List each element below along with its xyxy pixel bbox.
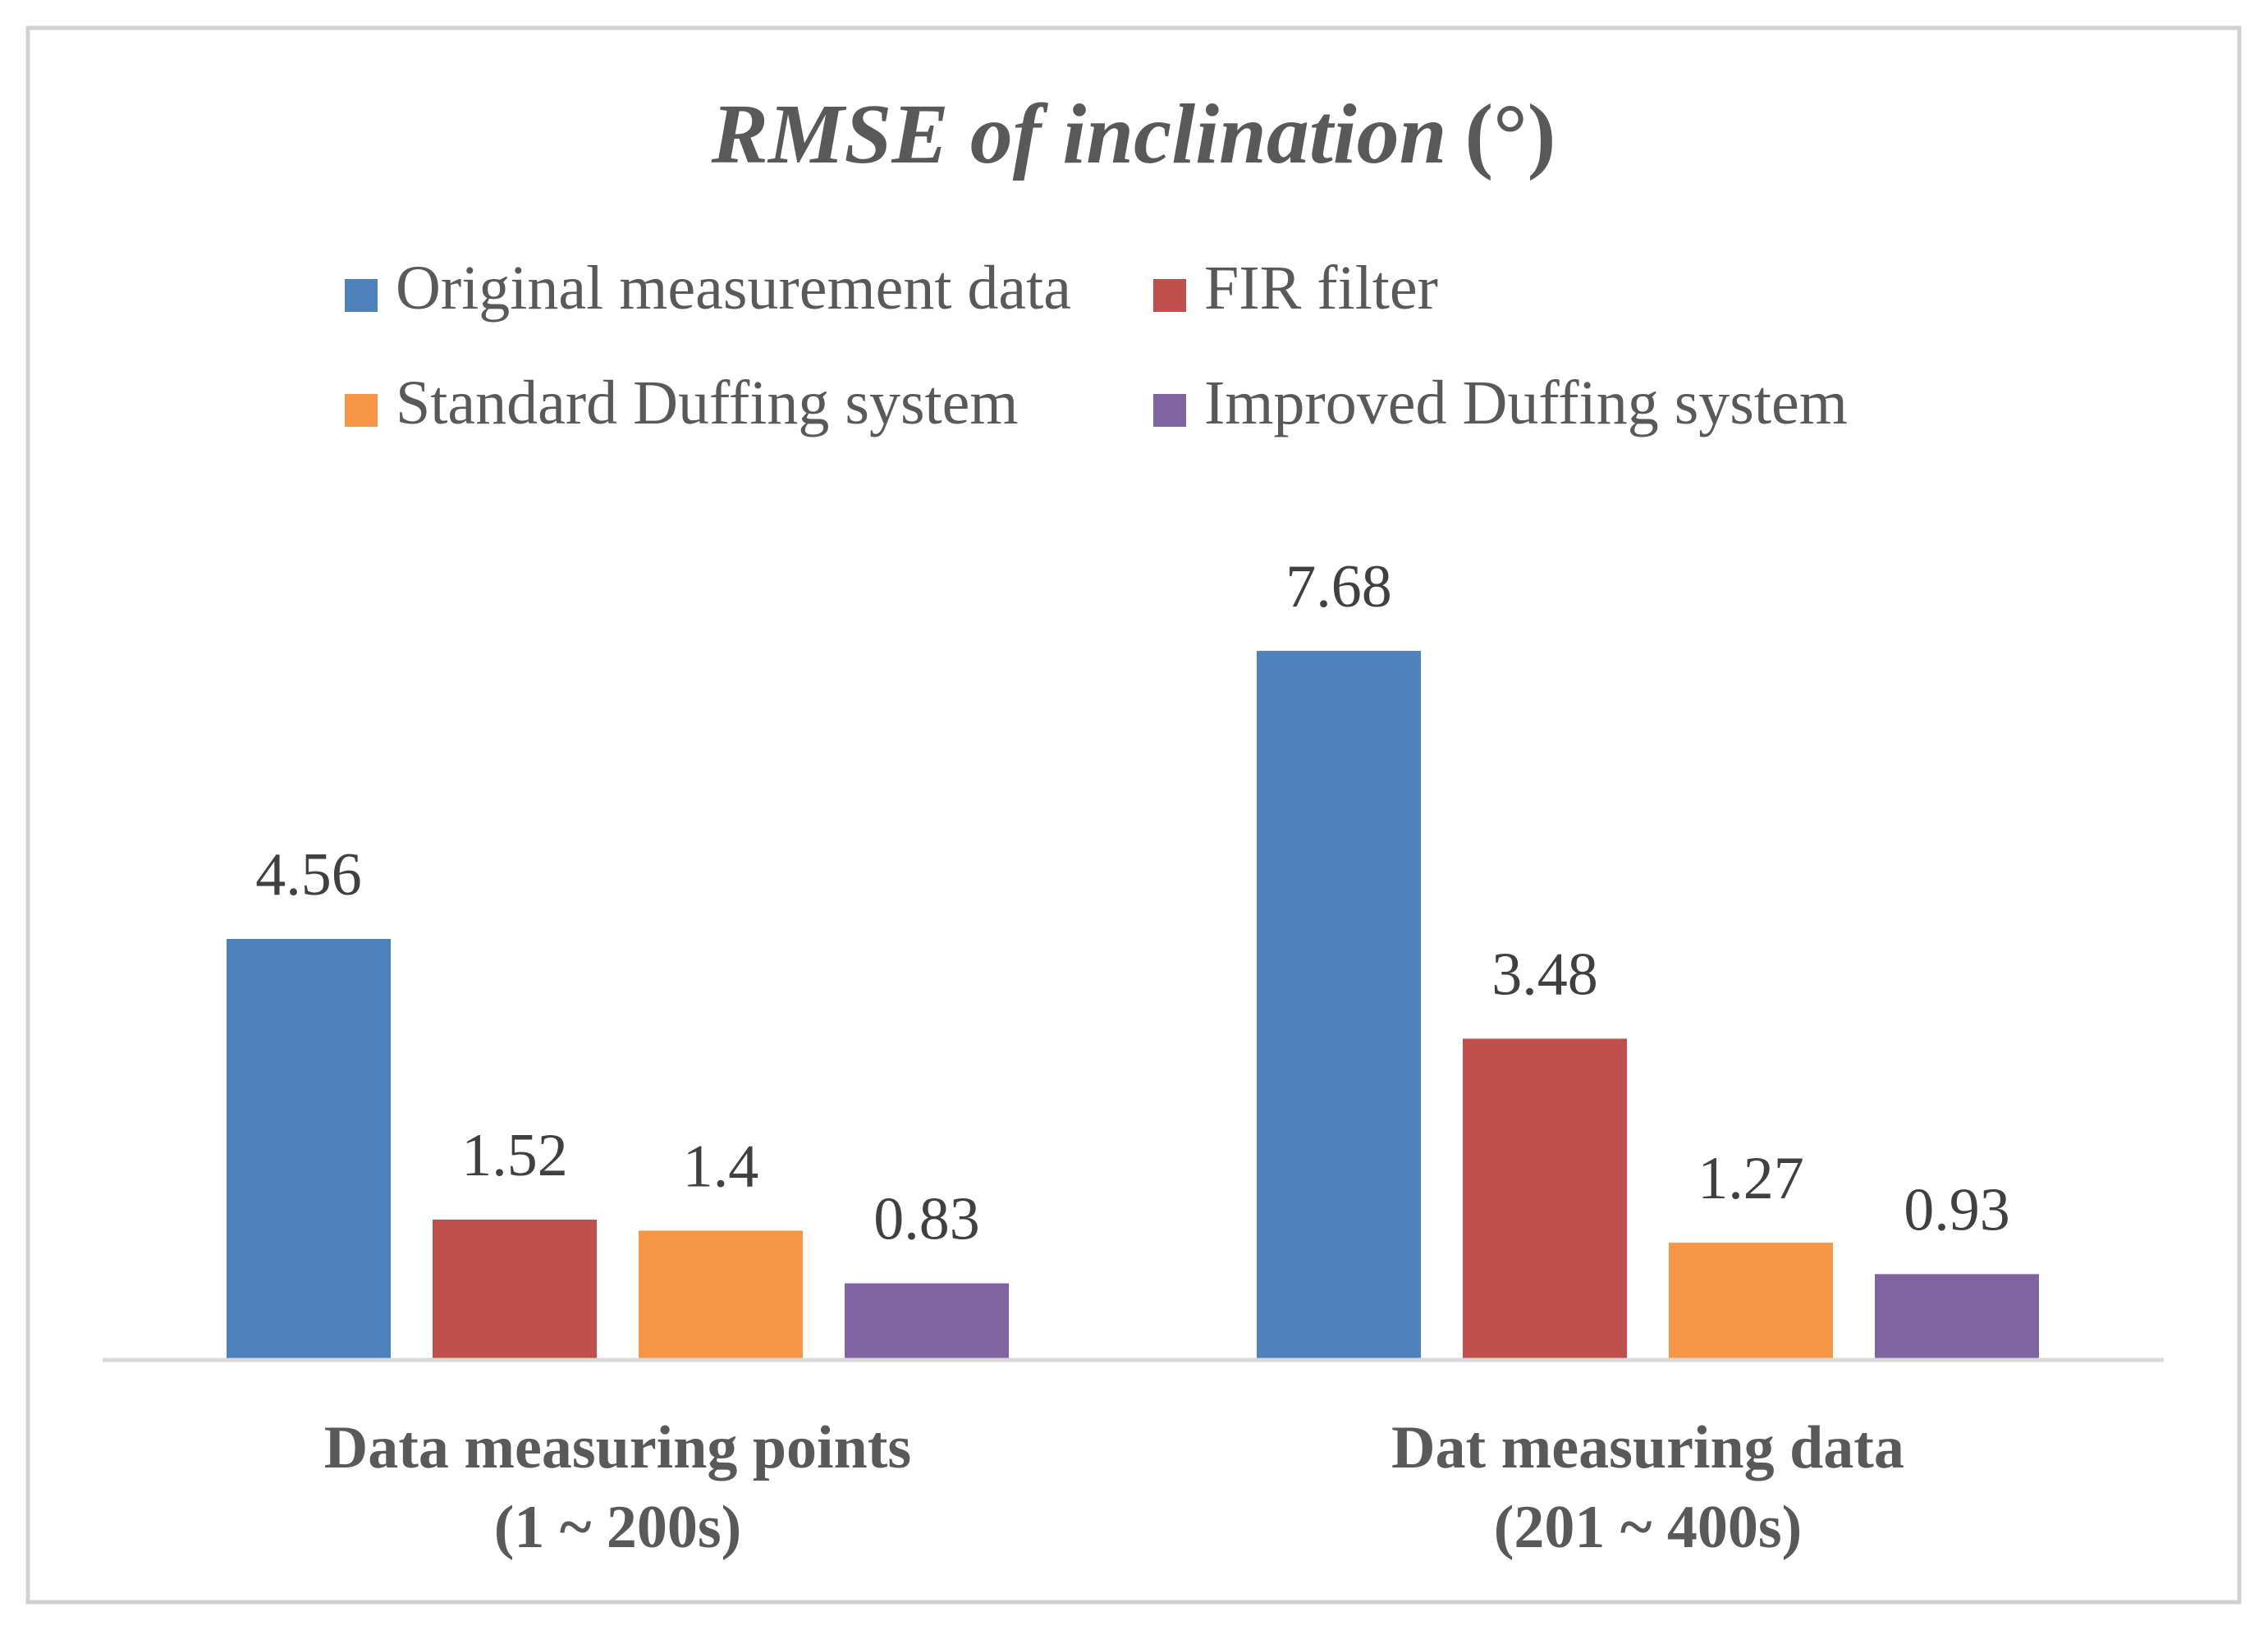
bar-fir-filter-1 bbox=[433, 1220, 597, 1360]
data-label-fir-filter-2: 3.48 bbox=[1491, 941, 1598, 1009]
bar-series-group bbox=[227, 651, 2039, 1360]
legend-label-standard-duffing-system: Standard Duffing system bbox=[396, 369, 1019, 437]
legend-label-fir-filter: FIR filter bbox=[1204, 254, 1438, 323]
data-label-original-measurement-data-2: 7.68 bbox=[1285, 553, 1392, 620]
data-label-original-measurement-data-1: 4.56 bbox=[255, 841, 362, 909]
legend-label-improved-duffing-system: Improved Duffing system bbox=[1204, 369, 1848, 437]
chart-title: RMSE of inclination (°) bbox=[711, 87, 1556, 181]
chart-legend: Original measurement data FIR filter Stand… bbox=[345, 254, 1848, 437]
legend-swatch-improved-duffing-system bbox=[1153, 394, 1186, 427]
category-label-group: Data measuring points (1 ~ 200s) Dat measu… bbox=[324, 1414, 1904, 1561]
bar-improved-duffing-system-2 bbox=[1875, 1274, 2039, 1360]
bar-original-measurement-data-1 bbox=[227, 939, 391, 1360]
data-label-fir-filter-1: 1.52 bbox=[461, 1122, 568, 1189]
legend-swatch-standard-duffing-system bbox=[345, 394, 378, 427]
chart-title-text: RMSE of inclination bbox=[711, 87, 1447, 181]
category-label-2-line1: Dat measuring data bbox=[1391, 1414, 1904, 1481]
category-label-2-line2: (201 ~ 400s) bbox=[1494, 1494, 1803, 1561]
bar-original-measurement-data-2 bbox=[1257, 651, 1421, 1360]
legend-swatch-original-measurement-data bbox=[345, 279, 378, 312]
data-label-standard-duffing-system-1: 1.4 bbox=[683, 1133, 759, 1201]
bar-fir-filter-2 bbox=[1463, 1038, 1627, 1360]
bar-standard-duffing-system-2 bbox=[1669, 1243, 1833, 1360]
legend-label-original-measurement-data: Original measurement data bbox=[396, 254, 1071, 323]
data-label-group: 4.56 7.68 1.52 3.48 1.4 1.27 0.83 0.93 bbox=[255, 553, 2010, 1253]
data-label-improved-duffing-system-2: 0.93 bbox=[1904, 1176, 2010, 1243]
data-label-standard-duffing-system-2: 1.27 bbox=[1698, 1145, 1804, 1212]
bar-improved-duffing-system-1 bbox=[845, 1283, 1009, 1360]
category-label-1-line1: Data measuring points bbox=[324, 1414, 911, 1481]
bar-standard-duffing-system-1 bbox=[639, 1230, 803, 1360]
category-label-1-line2: (1 ~ 200s) bbox=[494, 1494, 742, 1561]
legend-swatch-fir-filter bbox=[1153, 279, 1186, 312]
chart-frame bbox=[25, 25, 2242, 1605]
data-label-improved-duffing-system-1: 0.83 bbox=[873, 1186, 980, 1253]
chart-title-unit: (°) bbox=[1464, 87, 1556, 181]
